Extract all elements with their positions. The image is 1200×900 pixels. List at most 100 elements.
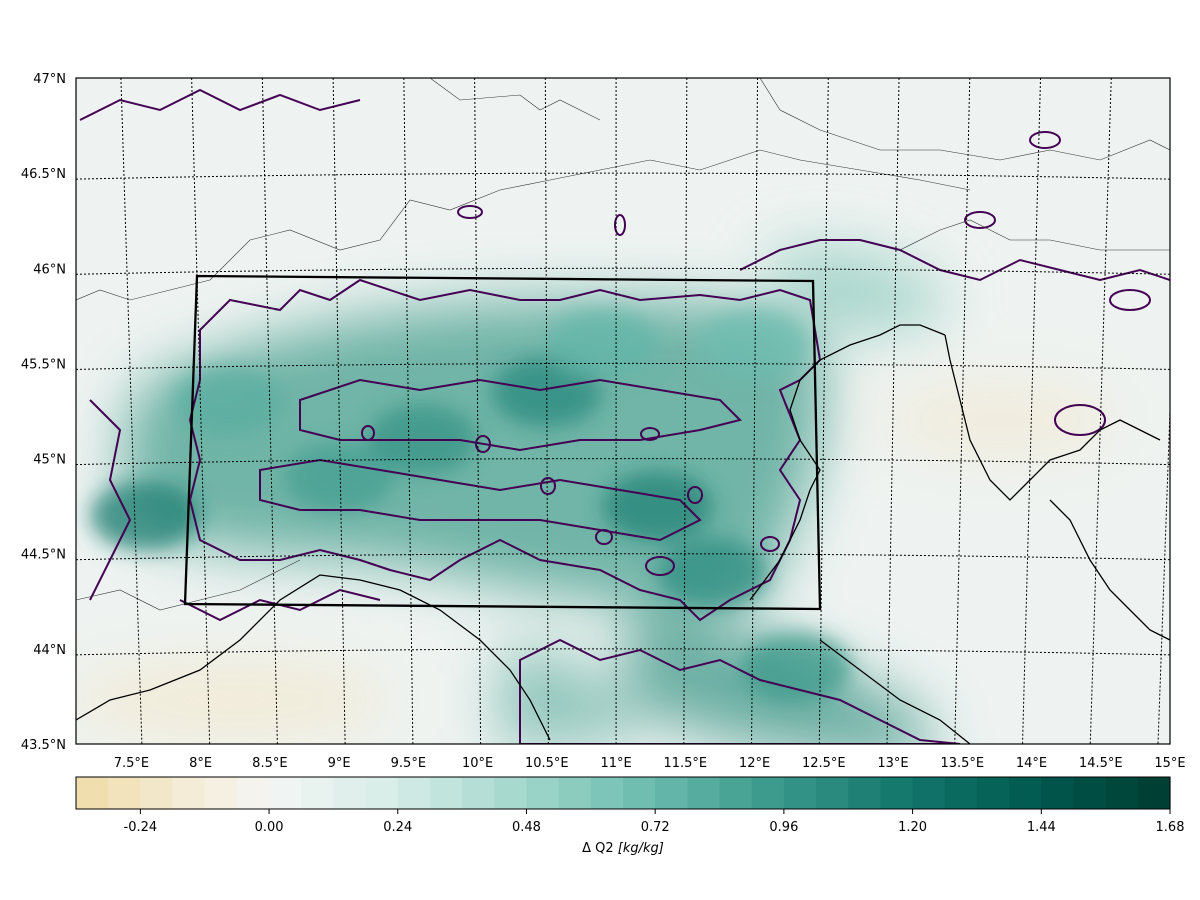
lat-tick-label: 44°N [33, 643, 66, 658]
colorbar-cell [301, 777, 335, 809]
coastline-croatia [1049, 499, 1170, 641]
parallel-line [76, 362, 1170, 370]
colorbar-cell [236, 777, 270, 809]
contour-lines [79, 88, 1170, 744]
meridian-line [474, 78, 482, 744]
lon-tick-label: 9°E [328, 756, 351, 771]
national-borders [76, 78, 1170, 611]
colorbar-tick-label: -0.24 [124, 820, 158, 835]
meridian-line [751, 78, 759, 744]
hotspot [173, 366, 284, 437]
map-panel [76, 78, 1170, 744]
colorbar-tick-label: 0.00 [255, 820, 284, 835]
contour-po-valley [188, 278, 822, 622]
colorbar-cell [108, 777, 141, 809]
border-east [759, 78, 1170, 161]
border-alps [209, 149, 971, 281]
lat-tick-label: 47°N [33, 72, 66, 87]
colorbar-cell [623, 777, 656, 809]
lon-tick-label: 12.5°E [802, 756, 846, 771]
colorbar-cell [1137, 777, 1171, 809]
colorbar-cell [172, 777, 206, 809]
colorbar-tick-label: 0.72 [641, 820, 670, 835]
colorbar-cell [526, 777, 560, 809]
lon-tick-label: 11.5°E [663, 756, 707, 771]
alpine-foothills [760, 245, 950, 334]
lon-tick-label: 8°E [189, 756, 212, 771]
lat-tick-label: 46°N [33, 262, 66, 277]
parallel-line [76, 172, 1170, 180]
hotspot [547, 309, 658, 380]
lat-tick-label: 43.5°N [21, 738, 66, 753]
colorbar-cell [655, 777, 688, 809]
hotspot [699, 309, 810, 380]
analysis-domain-box [183, 274, 822, 611]
meridian-line [403, 78, 414, 744]
colorbar-cell [204, 777, 238, 809]
colorbar-cell [751, 777, 785, 809]
colorbar-cell [912, 777, 946, 809]
meridian-line [683, 78, 688, 744]
lat-tick-label: 46.5°N [21, 167, 66, 182]
contour-north-alps [79, 88, 361, 121]
colorbar-tick-label: 1.20 [898, 820, 927, 835]
contour-blob [475, 435, 491, 453]
contour-blob [640, 427, 660, 441]
contour-blob [614, 214, 626, 236]
parallel-line [76, 458, 1170, 466]
colorbar-cell [976, 777, 1010, 809]
contour-blob [964, 211, 996, 229]
coastline [76, 324, 1170, 744]
colorbar-cell [1073, 777, 1107, 809]
south-lowland [500, 648, 640, 744]
contour-blob [595, 529, 613, 545]
colorbar-cell [558, 777, 592, 809]
lat-tick-label: 45.5°N [21, 357, 66, 372]
colorbar-cell [269, 777, 302, 809]
hotspot [284, 442, 395, 513]
contour-blob [760, 536, 780, 552]
lon-tick-label: 13°E [877, 756, 908, 771]
colorbar-tick-label: 0.96 [769, 820, 798, 835]
colorbar-cell [783, 777, 817, 809]
meridian-line [1089, 78, 1112, 744]
contour-blob [1029, 131, 1061, 149]
contour-blob [645, 556, 675, 576]
lon-tick-label: 12°E [739, 756, 770, 771]
contour-inner-2 [259, 458, 702, 542]
contour-blob [540, 477, 556, 495]
meridian-line [954, 78, 971, 744]
colorbar-cell [76, 777, 109, 809]
lon-tick-label: 10.5°E [525, 756, 569, 771]
meridian-line [886, 78, 900, 744]
lon-tick-label: 11°E [600, 756, 631, 771]
colorbar-label-units: [kg/kg] [618, 841, 664, 856]
lon-tick-label: 10°E [462, 756, 493, 771]
contour-blob [687, 486, 703, 504]
colorbar-cell [494, 777, 528, 809]
graticule [76, 78, 1170, 744]
hotspot [90, 480, 201, 551]
colorbar-cell [816, 777, 849, 809]
colorbar-cell [719, 777, 753, 809]
meridian-line [120, 78, 143, 744]
parallel-line [76, 553, 1170, 561]
lon-tick-label: 14.5°E [1079, 756, 1123, 771]
meridian-line [332, 78, 346, 744]
colorbar-cell [333, 777, 367, 809]
map-frame [75, 77, 1171, 745]
colorbar-cell [1041, 777, 1075, 809]
colorbar-tick-label: 0.24 [383, 820, 412, 835]
colorbar-cell [140, 777, 174, 809]
latitude-tick-labels: 43.5°N 44°N 44.5°N 45°N 45.5°N 46°N 46.5°N 47°N [21, 72, 66, 753]
lon-tick-label: 14°E [1016, 756, 1047, 771]
coastline-adriatic-west [749, 324, 946, 601]
contour-west [89, 399, 132, 601]
contour-south [519, 638, 961, 744]
colorbar-cell [590, 777, 624, 809]
colorbar-cell [848, 777, 882, 809]
tan-patch [880, 380, 1120, 460]
colorbar-tick-label: 0.48 [512, 820, 541, 835]
colorbar-label: Δ Q2 [kg/kg] [582, 841, 664, 856]
